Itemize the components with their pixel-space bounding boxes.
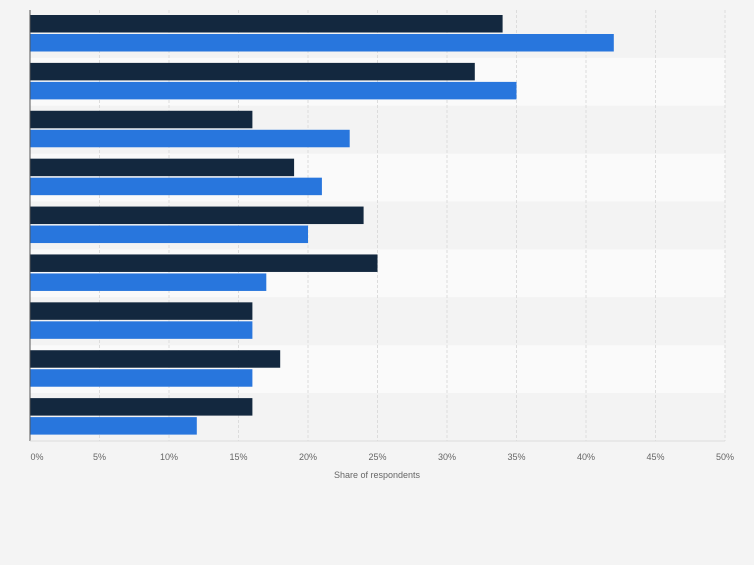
- bar-series-1: [30, 158, 295, 177]
- bar-series-2: [30, 177, 322, 196]
- bar-series-2: [30, 81, 517, 100]
- bar-series-2: [30, 273, 267, 291]
- bar-series-1: [30, 62, 475, 81]
- x-tick-label: 45%: [646, 452, 664, 462]
- x-tick-label: 10%: [160, 452, 178, 462]
- bar-series-2: [30, 369, 253, 387]
- x-tick-label: 20%: [299, 452, 317, 462]
- bars: [30, 15, 614, 435]
- bar-series-2: [30, 34, 614, 52]
- x-tick-label: 5%: [93, 452, 106, 462]
- x-tick-label: 15%: [229, 452, 247, 462]
- gridlines: [99, 10, 726, 441]
- x-tick-label: 40%: [577, 452, 595, 462]
- bar-series-2: [30, 321, 253, 339]
- bar-series-2: [30, 225, 308, 244]
- x-tick-label: 0%: [30, 452, 43, 462]
- x-tick-label: 35%: [507, 452, 525, 462]
- x-tick-label: 25%: [368, 452, 386, 462]
- x-tick-label: 50%: [716, 452, 734, 462]
- x-tick-label: 30%: [438, 452, 456, 462]
- x-tick-labels: 0% 5% 10% 15% 20% 25% 30% 35% 40% 45% 50%: [30, 452, 734, 462]
- bar-series-2: [30, 417, 197, 435]
- x-axis-label: Share of respondents: [334, 470, 421, 480]
- bar-series-1: [30, 350, 281, 368]
- bar-series-1: [30, 398, 253, 416]
- axes: [29, 10, 725, 442]
- bar-series-1: [30, 254, 378, 272]
- bar-series-1: [30, 206, 364, 225]
- bar-series-2: [30, 129, 350, 148]
- bar-series-1: [30, 15, 503, 33]
- bar-series-1: [30, 110, 253, 129]
- bar-series-1: [30, 302, 253, 320]
